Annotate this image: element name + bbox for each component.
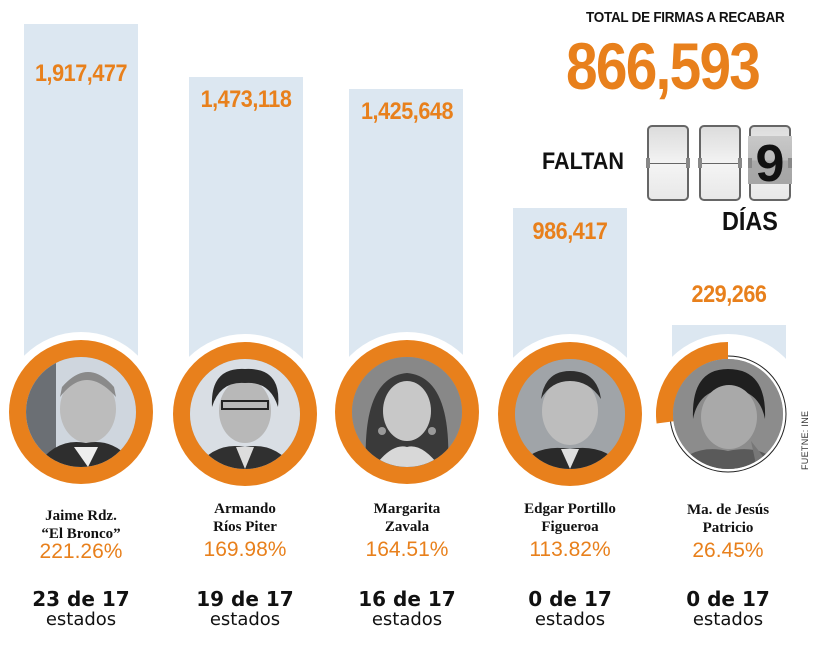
estados-label: estados: [371, 609, 443, 630]
bar-value: 1,425,648: [360, 98, 454, 125]
estados-label: estados: [692, 609, 764, 630]
candidate-photo-4: [515, 359, 625, 469]
bar-value: 1,917,477: [34, 60, 128, 87]
candidate-states: 0 de 17: [528, 587, 612, 611]
flip-digit-value: 9: [755, 135, 785, 193]
estados-label: estados: [45, 609, 117, 630]
candidate-states: 23 de 17: [32, 587, 130, 611]
candidate-name: Jaime Rdz. “El Bronco”: [41, 508, 121, 542]
candidate-name: Ma. de Jesús Patricio: [686, 502, 770, 536]
candidate-percent: 221.26%: [39, 540, 123, 563]
bar-candidate-3: [349, 89, 463, 370]
bar-value: 229,266: [691, 281, 767, 308]
estados-label: estados: [209, 609, 281, 630]
bar-candidate-2: [189, 77, 303, 370]
bar-value: 986,417: [532, 218, 608, 245]
candidate-photo-3: [352, 357, 462, 467]
candidate-percent: 164.51%: [365, 538, 449, 561]
candidate-percent: 26.45%: [692, 539, 764, 562]
candidate-photo-2: [190, 359, 300, 469]
flip-digit-value: [701, 133, 739, 195]
bar-value: 1,473,118: [200, 86, 292, 113]
candidate-name: Armando Ríos Piter: [213, 501, 277, 535]
total-value: 866,593: [566, 29, 761, 103]
flip-digit-value: [649, 133, 687, 195]
dias-label: DÍAS: [722, 206, 778, 236]
flip-digit-1: [646, 125, 690, 201]
candidate-name: Edgar Portillo Figueroa: [524, 501, 616, 535]
candidate-photo-5: [673, 359, 783, 469]
total-label: TOTAL DE FIRMAS A RECABAR: [586, 9, 785, 26]
candidate-percent: 113.82%: [529, 538, 611, 561]
candidate-name: Margarita Zavala: [373, 501, 441, 535]
estados-label: estados: [534, 609, 606, 630]
source-note: FUETNE: INE: [800, 410, 810, 470]
candidate-states: 19 de 17: [196, 587, 294, 611]
flip-digit-2: [698, 125, 742, 201]
bar-candidate-1: [24, 24, 138, 370]
candidate-states: 16 de 17: [358, 587, 456, 611]
candidate-photo-1: [26, 357, 136, 467]
candidate-states: 0 de 17: [686, 587, 770, 611]
candidate-percent: 169.98%: [203, 538, 287, 561]
flip-digit-3: 9: [748, 125, 792, 201]
faltan-label: FALTAN: [542, 148, 624, 175]
